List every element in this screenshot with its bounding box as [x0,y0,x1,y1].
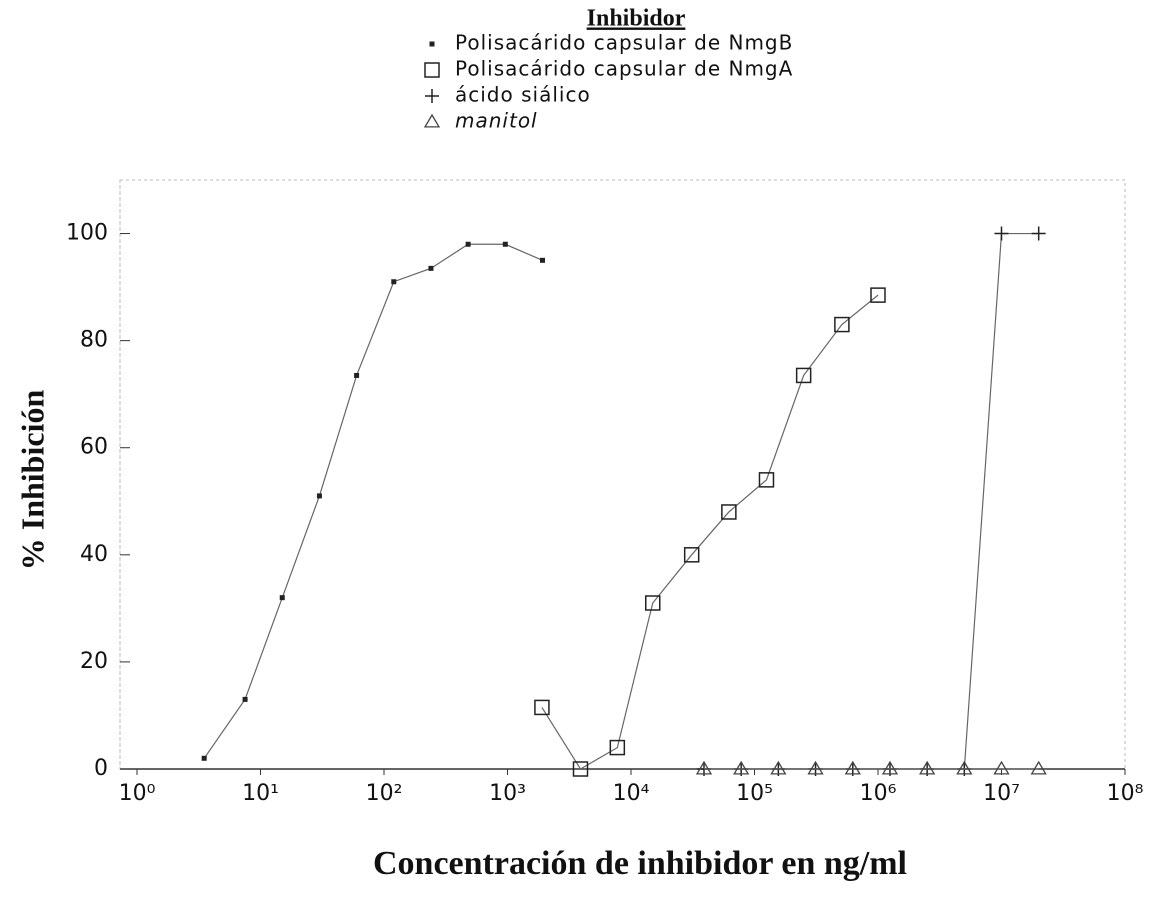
marker [534,699,550,716]
marker [609,739,626,756]
marker [993,760,1010,775]
x-tick-label: 10⁷ [983,781,1020,806]
marker [881,760,899,775]
marker [695,760,713,775]
y-tick-label: 20 [80,649,108,674]
marker [242,696,248,702]
marker [795,367,812,384]
marker [572,761,589,777]
legend-title: Inhibidor [587,6,686,32]
marker [870,287,886,303]
marker [425,89,439,103]
legend-label: Polisacárido capsular de NmgA [455,57,793,81]
x-axis-label: Concentración de inhibidor en ng/ml [373,845,907,882]
marker [201,755,207,761]
marker [428,265,434,271]
marker [721,504,737,520]
marker [758,472,775,488]
y-tick-label: 80 [80,328,108,353]
plot-frame [119,179,1126,770]
legend-label: ácido siálico [455,83,591,107]
marker [423,113,441,128]
x-tick-label: 10⁴ [613,781,650,806]
series-line [541,294,879,770]
legend-label: manitol [455,109,538,133]
x-tick-label: 10⁸ [1107,781,1144,806]
x-tick-label: 10⁰ [119,781,156,806]
marker [919,760,936,775]
y-tick-label: 0 [94,756,108,781]
legend-label: Polisacárido capsular de NmgB [455,31,793,55]
y-axis-label: % Inhibición [14,390,50,571]
x-tick-label: 10³ [489,781,526,806]
marker [539,257,545,263]
marker [807,760,824,775]
y-tick-label: 60 [80,435,108,460]
x-tick-label: 10¹ [242,781,279,806]
y-tick-label: 40 [80,542,108,567]
marker [279,595,285,601]
marker [733,760,750,775]
marker [644,595,661,611]
marker [354,372,360,378]
marker [429,41,435,47]
marker [1030,760,1047,775]
y-tick-label: 100 [66,221,108,246]
marker [391,279,397,285]
marker [994,226,1009,241]
marker [844,760,861,775]
marker [956,760,973,775]
marker [502,241,508,247]
x-tick-label: 10⁵ [736,781,773,806]
marker [465,241,471,247]
marker [834,316,850,333]
x-tick-label: 10² [366,781,403,806]
series-line [203,243,543,759]
marker [770,760,787,775]
marker [1031,226,1046,241]
x-tick-label: 10⁶ [860,781,897,806]
marker [424,62,440,78]
series-line [703,232,1039,770]
marker [683,547,700,563]
marker [316,493,322,499]
